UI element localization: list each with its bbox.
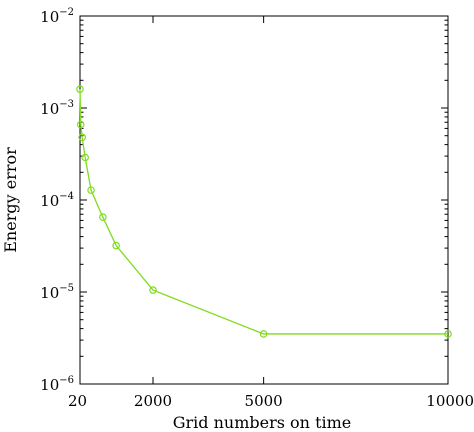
- x-tick-label: 2000: [134, 392, 172, 410]
- x-tick-label: 10000: [426, 392, 474, 410]
- y-tick-label: 10−2: [40, 7, 74, 26]
- plot-frame: [79, 15, 449, 385]
- data-point-marker: [87, 186, 95, 194]
- data-point-marker: [99, 213, 107, 222]
- data-point-marker: [444, 330, 452, 338]
- data-point-marker: [81, 153, 89, 162]
- x-tick-label: 5000: [245, 392, 283, 410]
- series-line: [79, 89, 448, 335]
- data-point-marker: [78, 133, 87, 142]
- series-group: [76, 85, 452, 338]
- y-tick-label: 10−4: [40, 191, 74, 210]
- data-point-marker: [149, 286, 157, 294]
- y-tick-label: 10−3: [40, 99, 74, 118]
- data-point-marker: [112, 241, 120, 250]
- data-point-marker: [259, 330, 268, 338]
- y-axis-ticks: 10−2 10−3 10−4 10−5 10−6: [40, 7, 448, 394]
- y-axis-title: Energy error: [1, 147, 20, 253]
- data-point-marker: [76, 120, 85, 129]
- y-tick-label: 10−5: [40, 283, 74, 302]
- y-tick-label: 10−6: [40, 375, 74, 394]
- x-axis-ticks: 20 2000 5000 10000: [68, 16, 474, 410]
- data-point-marker: [76, 85, 84, 94]
- x-tick-label: 20: [68, 392, 87, 410]
- x-axis-title: Grid numbers on time: [173, 413, 352, 432]
